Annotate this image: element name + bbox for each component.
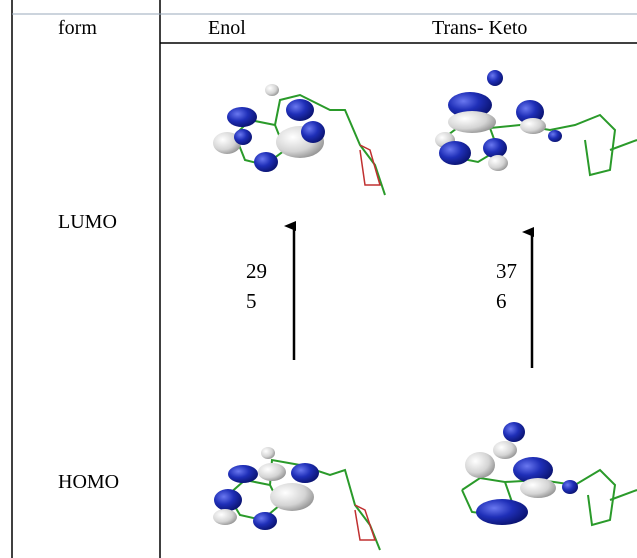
orbital-lobe	[520, 118, 546, 134]
gap-line: 37	[496, 256, 517, 286]
gap-line: 5	[246, 286, 267, 316]
orbital-lobe	[503, 422, 525, 442]
gap-line: 29	[246, 256, 267, 286]
orbital-lobe	[291, 463, 319, 483]
energy-gap: 37 6 n	[496, 256, 517, 328]
orbital-lobe	[448, 111, 496, 133]
orbital-image	[213, 84, 385, 195]
page: form Enol Trans- Keto LUMO HOMO 29 5 n 3…	[0, 0, 637, 558]
orbital-lobe	[227, 107, 257, 127]
orbital-lobe	[520, 478, 556, 498]
orbital-lobe	[439, 141, 471, 165]
header-cell: form	[58, 18, 97, 38]
orbital-image	[435, 70, 637, 175]
orbital-lobe	[213, 509, 237, 525]
row-label: HOMO	[58, 472, 119, 492]
orbital-lobe	[562, 480, 578, 494]
orbital-lobe	[286, 99, 314, 121]
orbital-lobe	[483, 138, 507, 158]
orbital-lobe	[548, 130, 562, 142]
orbital-lobe	[234, 129, 252, 145]
gap-line: n	[246, 316, 267, 328]
orbital-lobe	[476, 499, 528, 525]
orbital-lobe	[265, 84, 279, 96]
orbital-lobe	[253, 512, 277, 530]
orbital-lobe	[270, 483, 314, 511]
gap-line: n	[496, 316, 517, 328]
orbital-image	[462, 422, 637, 525]
orbital-lobe	[301, 121, 325, 143]
orbital-lobe	[214, 489, 242, 511]
orbital-lobe	[487, 70, 503, 86]
header-cell: Trans- Keto	[432, 18, 527, 38]
orbital-lobe	[465, 452, 495, 478]
bond	[490, 115, 615, 175]
orbital-lobe	[488, 155, 508, 171]
orbital-image	[213, 447, 380, 550]
energy-gap: 29 5 n	[246, 256, 267, 328]
orbital-lobe	[228, 465, 258, 483]
row-label: LUMO	[58, 212, 117, 232]
gap-line: 6	[496, 286, 517, 316]
bond	[360, 145, 380, 185]
orbital-lobe	[261, 447, 275, 459]
header-cell: Enol	[208, 18, 246, 38]
orbital-lobe	[258, 463, 286, 481]
orbital-lobe	[493, 441, 517, 459]
orbital-lobe	[254, 152, 278, 172]
